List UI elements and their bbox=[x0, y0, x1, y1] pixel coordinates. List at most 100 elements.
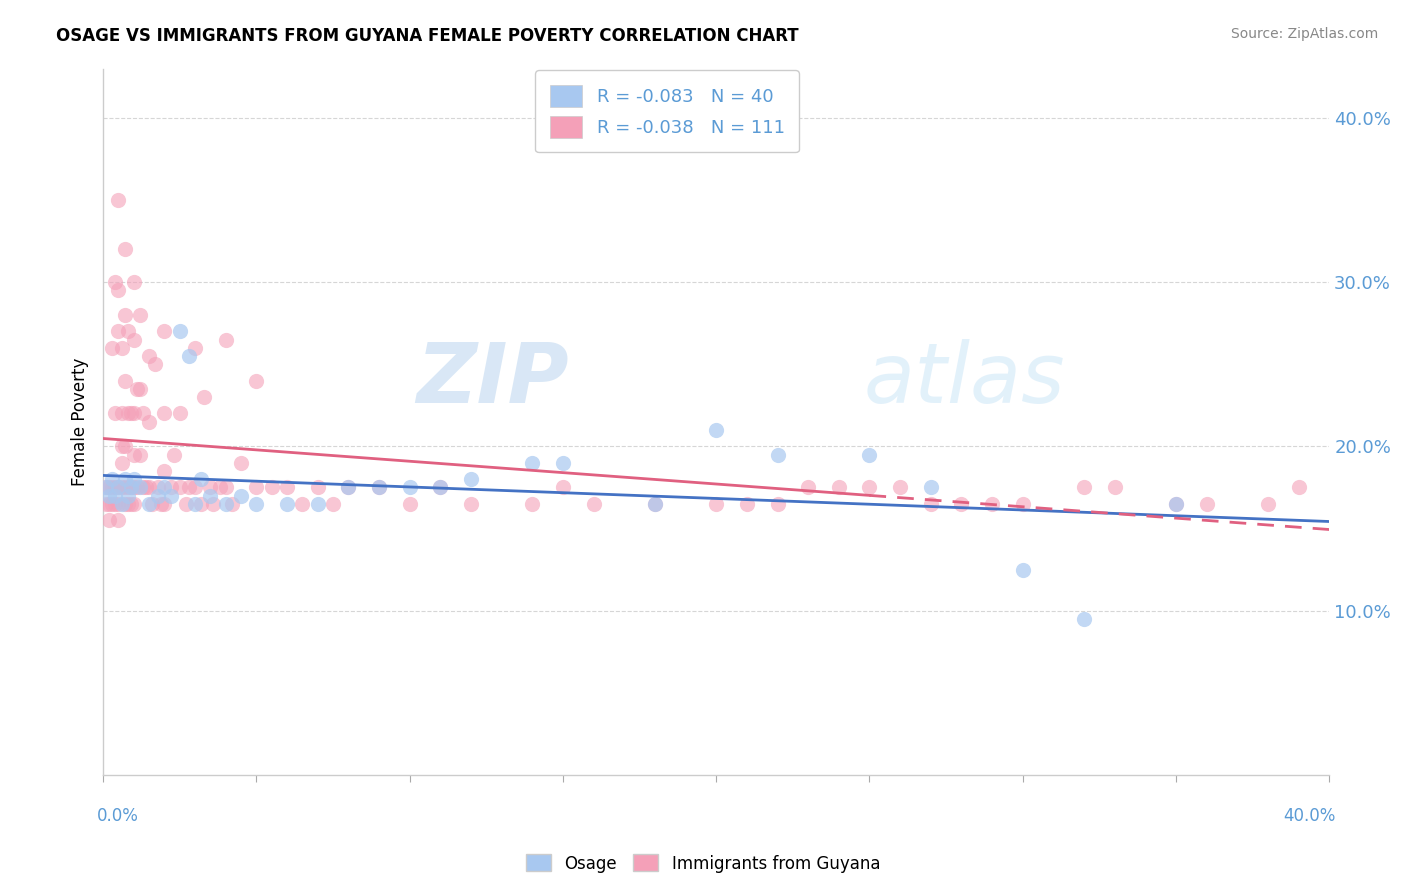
Point bbox=[122, 275, 145, 289]
Point bbox=[107, 480, 129, 494]
Text: OSAGE VS IMMIGRANTS FROM GUYANA FEMALE POVERTY CORRELATION CHART: OSAGE VS IMMIGRANTS FROM GUYANA FEMALE P… bbox=[56, 27, 799, 45]
Point bbox=[104, 497, 127, 511]
Point bbox=[122, 480, 145, 494]
Point bbox=[398, 497, 420, 511]
Point bbox=[114, 497, 136, 511]
Point bbox=[114, 242, 136, 256]
Point bbox=[215, 497, 238, 511]
Point bbox=[114, 308, 136, 322]
Point bbox=[114, 472, 136, 486]
Point bbox=[129, 448, 152, 462]
Point bbox=[920, 497, 942, 511]
Point bbox=[153, 464, 176, 478]
Point bbox=[551, 456, 574, 470]
Point bbox=[398, 480, 420, 494]
Point bbox=[1104, 480, 1126, 494]
Point bbox=[141, 497, 163, 511]
Point bbox=[107, 480, 129, 494]
Point bbox=[1073, 612, 1095, 626]
Point bbox=[245, 497, 267, 511]
Point bbox=[276, 497, 298, 511]
Point bbox=[169, 480, 191, 494]
Point bbox=[117, 497, 139, 511]
Point bbox=[1257, 497, 1279, 511]
Point bbox=[291, 497, 314, 511]
Text: Source: ZipAtlas.com: Source: ZipAtlas.com bbox=[1230, 27, 1378, 41]
Point bbox=[122, 448, 145, 462]
Point bbox=[190, 472, 212, 486]
Point bbox=[307, 497, 329, 511]
Point bbox=[132, 480, 155, 494]
Text: 0.0%: 0.0% bbox=[97, 806, 139, 825]
Point bbox=[125, 382, 148, 396]
Point bbox=[215, 480, 238, 494]
Point bbox=[150, 497, 173, 511]
Point bbox=[138, 415, 160, 429]
Point bbox=[460, 497, 482, 511]
Point bbox=[551, 480, 574, 494]
Point bbox=[1164, 497, 1187, 511]
Legend: R = -0.083   N = 40, R = -0.038   N = 111: R = -0.083 N = 40, R = -0.038 N = 111 bbox=[536, 70, 799, 153]
Point bbox=[368, 480, 391, 494]
Y-axis label: Female Poverty: Female Poverty bbox=[72, 358, 89, 486]
Point bbox=[114, 480, 136, 494]
Point bbox=[122, 472, 145, 486]
Point bbox=[735, 497, 758, 511]
Point bbox=[135, 480, 157, 494]
Point bbox=[704, 497, 727, 511]
Point bbox=[148, 480, 170, 494]
Point bbox=[96, 497, 118, 511]
Point bbox=[981, 497, 1004, 511]
Point bbox=[766, 497, 789, 511]
Point bbox=[177, 349, 200, 363]
Point bbox=[117, 480, 139, 494]
Point bbox=[162, 448, 184, 462]
Point bbox=[104, 275, 127, 289]
Point bbox=[1288, 480, 1310, 494]
Point bbox=[96, 480, 118, 494]
Point bbox=[101, 480, 124, 494]
Point bbox=[114, 374, 136, 388]
Point bbox=[184, 480, 207, 494]
Point bbox=[208, 480, 231, 494]
Point bbox=[221, 497, 243, 511]
Point bbox=[122, 497, 145, 511]
Point bbox=[110, 439, 132, 453]
Point bbox=[337, 480, 360, 494]
Point bbox=[245, 480, 267, 494]
Point bbox=[117, 324, 139, 338]
Point bbox=[184, 497, 207, 511]
Text: 40.0%: 40.0% bbox=[1284, 806, 1336, 825]
Point bbox=[98, 489, 121, 503]
Point bbox=[120, 480, 142, 494]
Point bbox=[96, 480, 118, 494]
Text: atlas: atlas bbox=[863, 339, 1064, 420]
Point bbox=[229, 456, 252, 470]
Point bbox=[107, 324, 129, 338]
Point bbox=[169, 407, 191, 421]
Point bbox=[104, 407, 127, 421]
Point bbox=[460, 472, 482, 486]
Point bbox=[107, 193, 129, 207]
Point bbox=[1011, 497, 1033, 511]
Point bbox=[98, 497, 121, 511]
Point bbox=[1011, 562, 1033, 576]
Point bbox=[1195, 497, 1218, 511]
Point bbox=[174, 497, 197, 511]
Point bbox=[114, 439, 136, 453]
Point bbox=[368, 480, 391, 494]
Point bbox=[117, 489, 139, 503]
Point bbox=[110, 341, 132, 355]
Point bbox=[98, 480, 121, 494]
Point bbox=[644, 497, 666, 511]
Point bbox=[153, 497, 176, 511]
Point bbox=[107, 283, 129, 297]
Point bbox=[110, 456, 132, 470]
Point bbox=[169, 324, 191, 338]
Point bbox=[337, 480, 360, 494]
Point bbox=[889, 480, 911, 494]
Point bbox=[229, 489, 252, 503]
Point bbox=[184, 341, 207, 355]
Point bbox=[200, 480, 222, 494]
Point bbox=[177, 480, 200, 494]
